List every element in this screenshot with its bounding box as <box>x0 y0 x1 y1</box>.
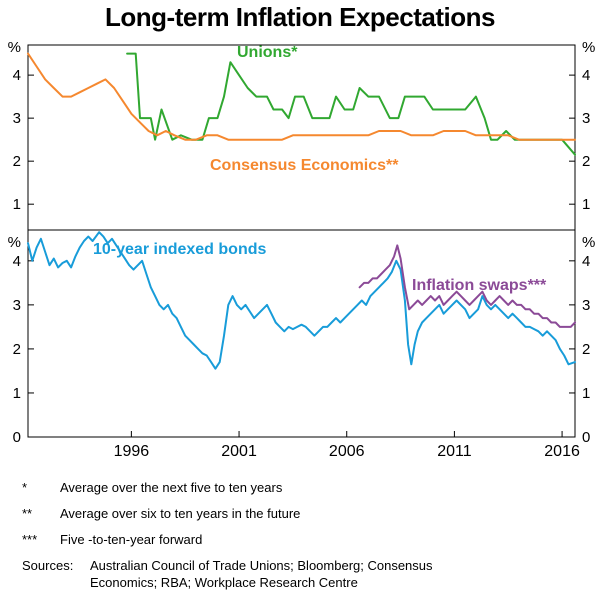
axis-label: 2016 <box>544 443 580 460</box>
sources: Sources: Australian Council of Trade Uni… <box>22 557 584 591</box>
axis-label: 2 <box>582 153 590 170</box>
axis-label: 2 <box>13 341 21 358</box>
axis-label: 2006 <box>329 443 365 460</box>
sources-line-2: Economics; RBA; Workplace Research Centr… <box>90 575 358 590</box>
footnote-1-marker: * <box>22 480 28 495</box>
axis-label: 0 <box>582 429 590 446</box>
footnotes: * Average over the next five to ten year… <box>22 479 584 599</box>
footnote-3: *** Five -to-ten-year forward <box>22 531 584 548</box>
axis-label: 2011 <box>437 443 472 460</box>
axis-label: 3 <box>582 297 590 314</box>
axis-label: % <box>582 234 595 251</box>
axis-label: 2001 <box>221 443 257 460</box>
axis-label: 2 <box>13 153 21 170</box>
axis-label: % <box>8 39 21 56</box>
panel-frame <box>27 229 576 438</box>
axis-label: 4 <box>13 67 21 84</box>
series-line-bonds <box>27 231 576 370</box>
footnote-1-text: Average over the next five to ten years <box>60 480 283 495</box>
axis-label: 1 <box>582 196 590 213</box>
axis-label: 0 <box>13 429 21 446</box>
series-line-swaps <box>358 244 576 328</box>
axis-label: 4 <box>582 253 590 270</box>
axis-label: 4 <box>582 67 590 84</box>
footnote-1: * Average over the next five to ten year… <box>22 479 584 496</box>
footnote-2: ** Average over six to ten years in the … <box>22 505 584 522</box>
axis-label: 4 <box>13 253 21 270</box>
footnote-2-marker: ** <box>22 506 33 521</box>
footnote-3-text: Five -to-ten-year forward <box>60 532 203 547</box>
axis-label: 1996 <box>114 443 150 460</box>
chart-title: Long-term Inflation Expectations <box>105 2 495 32</box>
axis-label: 1 <box>13 196 21 213</box>
axis-label: 3 <box>13 110 21 127</box>
series-label-swaps: Inflation swaps*** <box>412 277 547 294</box>
footnote-3-marker: *** <box>22 532 38 547</box>
axis-label: 3 <box>13 297 21 314</box>
axis-label: 2 <box>582 341 590 358</box>
series-label-unions: Unions* <box>237 44 298 61</box>
axis-label: % <box>8 234 21 251</box>
axis-label: 1 <box>13 385 21 402</box>
axis-label: % <box>582 39 595 56</box>
series-line-unions <box>126 52 576 156</box>
panel-frame <box>27 44 576 231</box>
series-label-consensus: Consensus Economics** <box>210 157 399 174</box>
axis-label: 3 <box>582 110 590 127</box>
series-label-bonds: 10-year indexed bonds <box>93 241 267 258</box>
footnote-2-text: Average over six to ten years in the fut… <box>60 506 301 521</box>
sources-label: Sources: <box>22 558 74 573</box>
axis-label: 1 <box>582 385 590 402</box>
series-line-consensus <box>27 52 576 141</box>
sources-line-1: Australian Council of Trade Unions; Bloo… <box>90 558 433 573</box>
sources-text: Australian Council of Trade Unions; Bloo… <box>90 557 433 591</box>
